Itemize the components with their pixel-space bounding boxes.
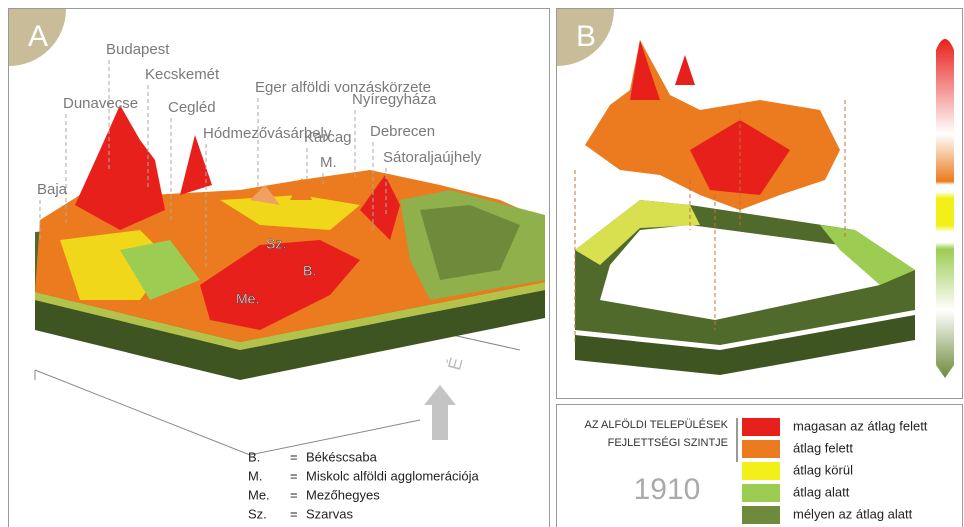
north-arrow	[424, 385, 456, 440]
panel-a	[8, 8, 550, 527]
legend-title: AZ ALFÖLDI TELEPÜLÉSEK	[585, 418, 729, 431]
panel-border	[556, 8, 963, 399]
legend-panel	[556, 404, 963, 527]
legend-title: FEJLETTSÉGI SZINTJE	[608, 436, 728, 449]
peak	[180, 135, 212, 195]
upper-peak	[675, 55, 695, 85]
abbr-name: Békéscsaba	[306, 449, 378, 464]
legend-swatch	[742, 484, 780, 502]
legend-swatch	[742, 418, 780, 436]
city-label: Karcag	[304, 129, 352, 146]
terrain-lgreen	[120, 240, 200, 300]
abbr-name: Szarvas	[306, 506, 353, 521]
city-label: Baja	[37, 181, 68, 198]
panel-border	[8, 8, 550, 527]
city-label: Kecskemét	[145, 66, 220, 83]
abbr: B.	[248, 449, 260, 464]
north-label: É	[444, 355, 466, 372]
city-label: M.	[320, 154, 337, 171]
legend-border	[556, 404, 963, 527]
legend-swatch	[742, 506, 780, 524]
upper-peak	[690, 120, 790, 195]
legend-label: átlag alatt	[793, 484, 850, 499]
slab-top	[575, 200, 700, 265]
abbr-name: Mezőhegyes	[306, 487, 380, 502]
legend-label: átlag felett	[793, 440, 853, 455]
slab-front	[575, 315, 915, 375]
city-label: Dunavecse	[63, 95, 138, 112]
upper-peak	[630, 40, 660, 100]
slab-top	[820, 225, 915, 285]
abbr: Sz.	[248, 506, 267, 521]
legend-swatch	[742, 462, 780, 480]
map-label: B.	[303, 263, 316, 279]
abbr-name: Miskolc alföldi agglomerációja	[306, 468, 479, 483]
panel-letter: B	[576, 20, 596, 53]
legend-label: mélyen az átlag alatt	[793, 506, 913, 521]
abbr-sign: =	[290, 487, 298, 502]
legend-label: átlag körül	[793, 462, 853, 477]
slab-hole	[600, 225, 880, 320]
panel-b	[556, 8, 963, 399]
map-label: Sz.	[266, 236, 286, 252]
panel-letter: A	[28, 20, 48, 53]
corner	[9, 9, 66, 66]
legend-year: 1910	[634, 473, 701, 506]
city-label: Cegléd	[168, 99, 216, 116]
peak	[360, 175, 400, 240]
peak	[290, 178, 312, 200]
corner	[557, 9, 614, 66]
city-label: Sátoraljaújhely	[383, 149, 482, 166]
abbr-sign: =	[290, 468, 298, 483]
terrain-strip	[35, 282, 545, 350]
terrain-yellow	[220, 195, 360, 230]
terrain-darkgreen	[420, 205, 520, 280]
peak	[200, 240, 360, 330]
city-label: Nyíregyháza	[352, 91, 437, 108]
legend-label: magasan az átlag felett	[793, 418, 928, 433]
abbr-sign: =	[290, 449, 298, 464]
color-bar	[936, 39, 954, 378]
abbr-sign: =	[290, 506, 298, 521]
peak	[75, 105, 165, 230]
city-label: Debrecen	[370, 123, 435, 140]
abbr: M.	[248, 468, 262, 483]
terrain-front	[35, 290, 545, 380]
city-label: Hódmezővásárhely	[203, 125, 332, 142]
city-label: Eger alföldi vonzáskörzete	[255, 79, 431, 96]
legend-swatch	[742, 440, 780, 458]
city-label: Budapest	[106, 41, 170, 58]
peak	[250, 185, 280, 205]
abbr: Me.	[248, 487, 270, 502]
map-label: Me.	[236, 291, 259, 307]
guide-lines	[574, 100, 846, 345]
